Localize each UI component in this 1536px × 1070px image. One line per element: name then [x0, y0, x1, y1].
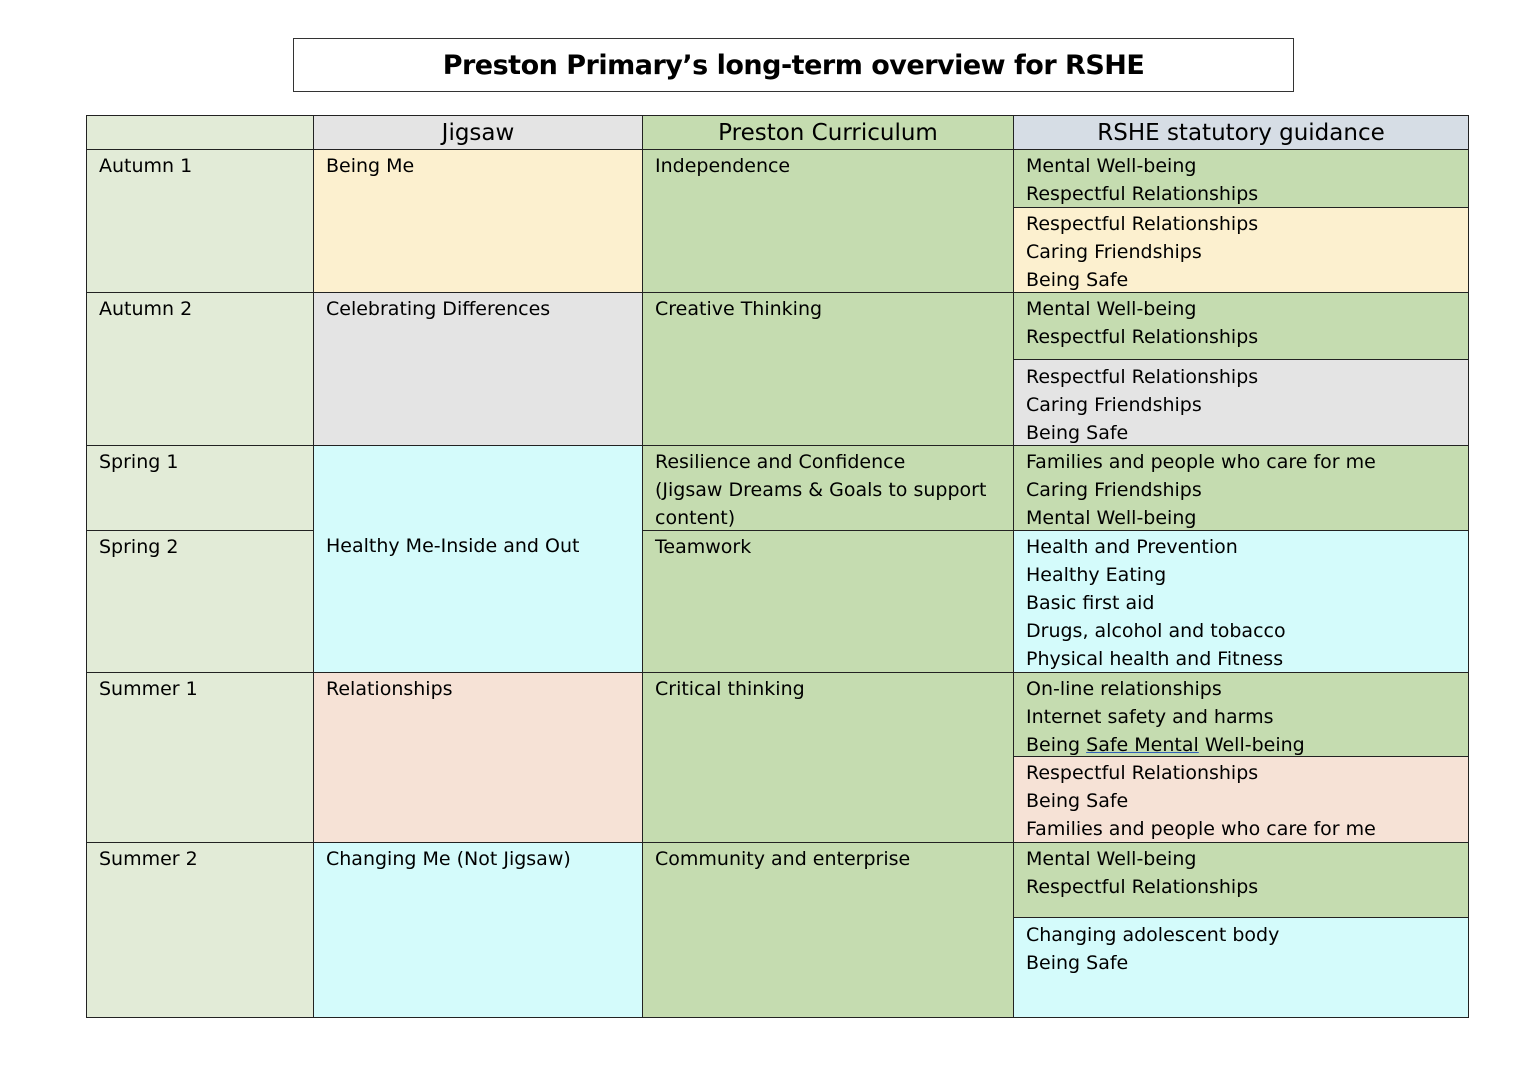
guidance-item: Being Safe: [1026, 952, 1129, 974]
preston-theme: Independence: [655, 155, 791, 177]
preston-theme-note: content): [655, 507, 736, 529]
guidance-item: Mental Well-being: [1026, 848, 1197, 870]
term-cell: Summer 1: [86, 672, 314, 843]
guidance-item: Health and Prevention: [1026, 536, 1238, 558]
jigsaw-unit: Being Me: [326, 155, 415, 177]
guidance-item: Respectful Relationships: [1026, 326, 1259, 348]
guidance-cell: Respectful Relationships Being Safe Fami…: [1013, 756, 1469, 843]
guidance-item: Being Safe Mental Well-being: [1026, 731, 1458, 756]
preston-theme: Resilience and Confidence: [655, 451, 906, 473]
preston-theme: Community and enterprise: [655, 848, 911, 870]
header-rshe-guidance: RSHE statutory guidance: [1013, 115, 1469, 150]
guidance-item: On-line relationships: [1026, 678, 1222, 700]
guidance-item: Healthy Eating: [1026, 564, 1167, 586]
guidance-item: Being Safe: [1026, 422, 1129, 444]
preston-cell: Teamwork: [642, 530, 1014, 673]
jigsaw-cell: Relationships: [313, 672, 643, 843]
jigsaw-cell: Celebrating Differences: [313, 292, 643, 446]
guidance-item: Caring Friendships: [1026, 241, 1202, 263]
guidance-cell: Respectful Relationships Caring Friendsh…: [1013, 359, 1469, 446]
jigsaw-unit: Celebrating Differences: [326, 298, 551, 320]
guidance-cell: Health and Prevention Healthy Eating Bas…: [1013, 530, 1469, 673]
guidance-item-part: Well-being: [1198, 734, 1305, 756]
guidance-item: Mental Well-being: [1026, 298, 1197, 320]
term-label: Autumn 1: [99, 155, 193, 177]
guidance-item-part: Being: [1026, 734, 1087, 756]
jigsaw-unit: Healthy Me-Inside and Out: [326, 535, 580, 557]
guidance-item: Caring Friendships: [1026, 479, 1202, 501]
term-cell: Autumn 1: [86, 149, 314, 293]
term-cell: Spring 2: [86, 530, 314, 673]
preston-theme: Critical thinking: [655, 678, 805, 700]
term-label: Spring 1: [99, 451, 179, 473]
preston-theme: Creative Thinking: [655, 298, 823, 320]
guidance-cell: Mental Well-being Respectful Relationshi…: [1013, 842, 1469, 918]
preston-theme-note: (Jigsaw Dreams & Goals to support: [655, 479, 987, 501]
guidance-item: Respectful Relationships: [1026, 762, 1259, 784]
preston-cell: Resilience and Confidence (Jigsaw Dreams…: [642, 445, 1014, 531]
guidance-cell: Mental Well-being Respectful Relationshi…: [1013, 292, 1469, 360]
guidance-item: Caring Friendships: [1026, 394, 1202, 416]
guidance-cell: On-line relationships Internet safety an…: [1013, 672, 1469, 757]
guidance-item: Being Safe: [1026, 790, 1129, 812]
term-cell: Summer 2: [86, 842, 314, 1018]
term-label: Autumn 2: [99, 298, 193, 320]
guidance-item: Changing adolescent body: [1026, 924, 1280, 946]
guidance-item: Families and people who care for me: [1026, 451, 1376, 473]
guidance-item: Respectful Relationships: [1026, 876, 1259, 898]
term-label: Summer 1: [99, 678, 198, 700]
guidance-item: Physical health and Fitness: [1026, 648, 1284, 670]
jigsaw-cell: Being Me: [313, 149, 643, 293]
header-preston-curriculum: Preston Curriculum: [642, 115, 1014, 150]
guidance-item: Drugs, alcohol and tobacco: [1026, 620, 1286, 642]
jigsaw-unit: Relationships: [326, 678, 453, 700]
guidance-cell: Respectful Relationships Caring Friendsh…: [1013, 207, 1469, 293]
term-label: Spring 2: [99, 536, 179, 558]
page-title-box: Preston Primary’s long-term overview for…: [293, 38, 1294, 92]
guidance-item: Mental Well-being: [1026, 507, 1197, 529]
guidance-cell: Mental Well-being Respectful Relationshi…: [1013, 149, 1469, 208]
guidance-cell: Families and people who care for me Cari…: [1013, 445, 1469, 531]
header-jigsaw: Jigsaw: [313, 115, 643, 150]
header-term: [86, 115, 314, 150]
guidance-item: Being Safe: [1026, 269, 1129, 291]
guidance-item: Basic first aid: [1026, 592, 1155, 614]
jigsaw-cell: Changing Me (Not Jigsaw): [313, 842, 643, 1018]
preston-cell: Independence: [642, 149, 1014, 293]
guidance-item: Respectful Relationships: [1026, 366, 1259, 388]
guidance-item: Internet safety and harms: [1026, 706, 1274, 728]
preston-cell: Creative Thinking: [642, 292, 1014, 446]
term-cell: Spring 1: [86, 445, 314, 531]
preston-theme: Teamwork: [655, 536, 752, 558]
term-label: Summer 2: [99, 848, 198, 870]
guidance-item: Families and people who care for me: [1026, 818, 1376, 840]
guidance-item: Mental Well-being: [1026, 155, 1197, 177]
preston-cell: Critical thinking: [642, 672, 1014, 843]
jigsaw-unit: Changing Me (Not Jigsaw): [326, 848, 571, 870]
page-title: Preston Primary’s long-term overview for…: [442, 49, 1145, 81]
guidance-item: Respectful Relationships: [1026, 183, 1259, 205]
term-cell: Autumn 2: [86, 292, 314, 446]
preston-cell: Community and enterprise: [642, 842, 1014, 1018]
jigsaw-cell-merged: Healthy Me-Inside and Out: [313, 445, 643, 673]
guidance-item: Respectful Relationships: [1026, 213, 1259, 235]
guidance-cell: Changing adolescent body Being Safe: [1013, 917, 1469, 1018]
spellcheck-underlined-text: Safe Mental: [1086, 734, 1199, 756]
